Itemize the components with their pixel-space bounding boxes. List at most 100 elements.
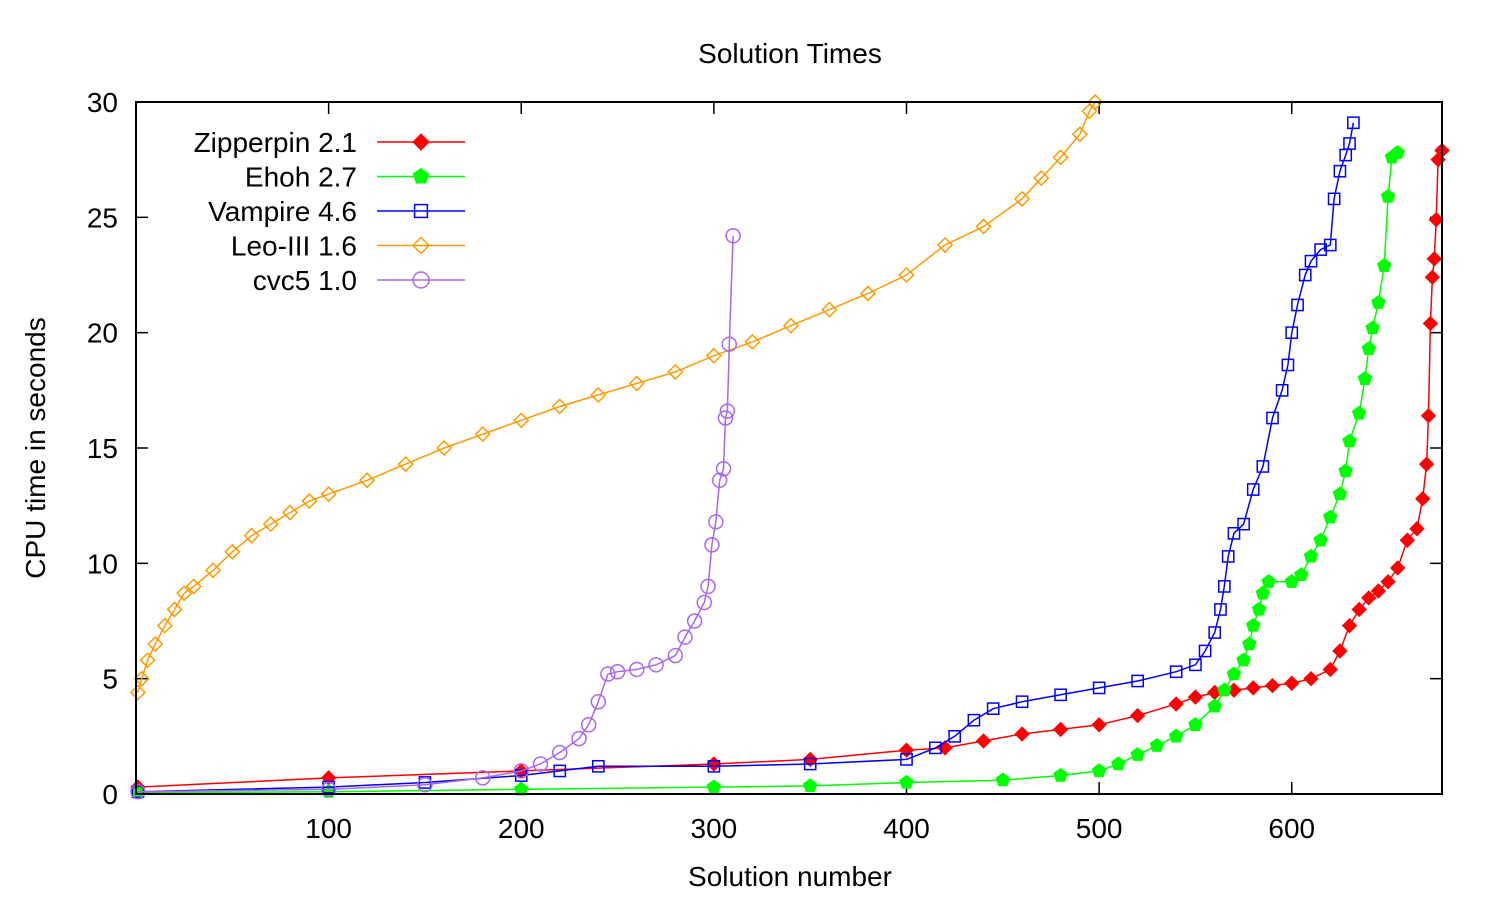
data-point-marker [1091, 763, 1107, 778]
data-point-marker [686, 613, 703, 629]
data-point-marker [1281, 358, 1295, 372]
series-4 [130, 228, 741, 800]
data-point-marker [1033, 170, 1050, 187]
data-point-marker [1131, 674, 1145, 688]
data-point-marker [975, 218, 992, 235]
data-point-marker [744, 333, 761, 350]
data-point-marker [1351, 405, 1367, 420]
data-point-marker [1189, 658, 1202, 672]
data-point-marker [1327, 192, 1341, 206]
data-point-marker [898, 266, 915, 284]
data-point-marker [139, 652, 156, 669]
data-point-marker [899, 774, 914, 789]
data-point-marker [1071, 126, 1088, 143]
data-point-marker [1380, 188, 1396, 203]
data-point-marker [706, 779, 722, 794]
data-point-marker [204, 562, 222, 579]
y-tick-label: 15 [87, 433, 118, 464]
data-point-marker [1264, 677, 1281, 694]
data-point-marker [628, 375, 645, 392]
x-tick-label: 200 [498, 813, 545, 844]
data-point-marker [147, 636, 164, 653]
data-point-marker [1187, 689, 1204, 705]
data-point-marker [1053, 767, 1068, 782]
data-point-marker [1313, 532, 1328, 547]
data-point-marker [717, 410, 734, 426]
data-point-marker [1428, 211, 1444, 228]
data-point-marker [166, 601, 183, 618]
data-point-marker [1242, 636, 1257, 651]
data-point-marker [176, 585, 193, 602]
data-point-marker [224, 543, 241, 560]
data-point-marker [1314, 243, 1327, 256]
y-tick-label: 20 [87, 318, 118, 349]
data-point-marker [1323, 238, 1337, 252]
axis-ticks: 100 200 300 400 500 600 0 5 10 15 20 25 30 [87, 87, 1442, 844]
legend-label: Zipperpin 2.1 [194, 127, 357, 158]
data-point-marker [1251, 601, 1267, 616]
x-tick-label: 100 [305, 813, 352, 844]
data-point-marker [1129, 707, 1146, 724]
series-line [137, 101, 1096, 693]
data-point-marker [1415, 491, 1431, 507]
series-1 [130, 145, 1405, 799]
data-point-marker [1303, 548, 1319, 563]
data-point-marker [1052, 721, 1069, 738]
data-point-marker [413, 203, 429, 219]
data-point-marker [474, 770, 491, 786]
data-point-marker [262, 516, 279, 533]
data-point-marker [986, 702, 1000, 716]
data-point-marker [1341, 617, 1358, 634]
data-point-marker [1255, 585, 1271, 600]
data-point-marker [1389, 560, 1406, 576]
data-point-marker [1149, 737, 1165, 752]
data-point-marker [320, 486, 337, 503]
data-point-marker [1347, 116, 1360, 130]
data-point-marker [320, 781, 337, 798]
data-point-marker [1052, 149, 1069, 166]
data-point-marker [1351, 601, 1367, 618]
data-point-marker [1426, 251, 1443, 267]
data-point-marker [1294, 567, 1309, 581]
y-axis-label: CPU time in seconds [20, 317, 51, 578]
data-point-marker [725, 228, 741, 244]
data-point-marker [995, 772, 1011, 787]
y-tick-label: 30 [87, 87, 118, 118]
data-point-marker [1371, 295, 1386, 309]
data-point-marker [1332, 486, 1348, 501]
data-point-marker [1420, 407, 1437, 424]
data-point-marker [590, 693, 607, 710]
data-point-marker [802, 778, 818, 793]
legend-label: Ehoh 2.7 [245, 162, 357, 193]
data-point-marker [803, 757, 817, 771]
x-tick-label: 500 [1076, 813, 1123, 844]
data-point-marker [677, 629, 693, 645]
data-point-marker [1399, 532, 1416, 548]
data-point-marker [648, 657, 664, 673]
data-point-marker [1357, 371, 1373, 385]
data-point-marker [721, 336, 738, 352]
chart-title: Solution Times [698, 38, 882, 69]
data-point-marker [707, 759, 721, 773]
data-point-marker [1217, 682, 1232, 697]
data-point-marker [1054, 688, 1067, 702]
data-point-marker [513, 412, 530, 429]
data-point-marker [936, 236, 954, 254]
data-point-marker [580, 717, 597, 733]
data-point-marker [412, 133, 430, 151]
data-point-marker [802, 751, 818, 768]
data-point-marker [553, 764, 567, 778]
data-point-marker [609, 663, 626, 680]
data-point-marker [1237, 517, 1250, 531]
data-point-marker [1256, 460, 1270, 473]
data-point-marker [1361, 590, 1377, 606]
data-point-marker [1323, 509, 1338, 524]
data-point-marker [704, 537, 720, 553]
data-point-marker [1424, 269, 1441, 286]
x-tick-label: 400 [883, 813, 930, 844]
data-point-marker [1285, 326, 1299, 340]
data-point-marker [436, 439, 453, 457]
series-layer [129, 93, 1450, 800]
data-point-marker [397, 456, 414, 473]
